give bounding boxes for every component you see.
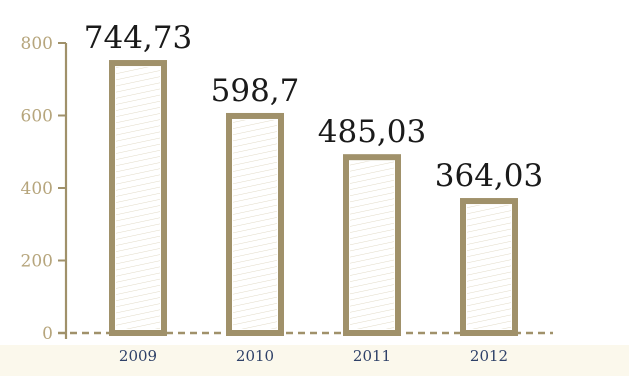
- bars: [109, 60, 518, 337]
- y-axis: 0 200 400 600 800: [21, 34, 68, 344]
- bar-2009: [109, 60, 167, 337]
- y-tick-label: 400: [21, 179, 53, 199]
- data-label: 364,03: [435, 158, 543, 194]
- bar-fill: [233, 119, 277, 329]
- data-label: 485,03: [318, 114, 426, 150]
- x-tick-label: 2012: [470, 347, 508, 365]
- y-tick-label: 200: [21, 252, 53, 272]
- x-tick-label: 2009: [119, 347, 157, 365]
- bar-2012: [460, 198, 518, 336]
- x-tick-label: 2010: [236, 347, 274, 365]
- bar-fill: [467, 205, 511, 329]
- bar-fill: [350, 161, 394, 329]
- y-tick-label: 600: [21, 107, 53, 127]
- footer-band: [0, 345, 629, 376]
- y-tick-label: 0: [42, 324, 53, 344]
- data-label: 744,73: [84, 20, 192, 56]
- bar-fill: [116, 67, 160, 330]
- data-label: 598,7: [211, 73, 300, 109]
- y-tick-label: 800: [21, 34, 53, 54]
- x-axis: 2009 2010 2011 2012: [58, 331, 553, 365]
- x-tick-label: 2011: [353, 347, 391, 365]
